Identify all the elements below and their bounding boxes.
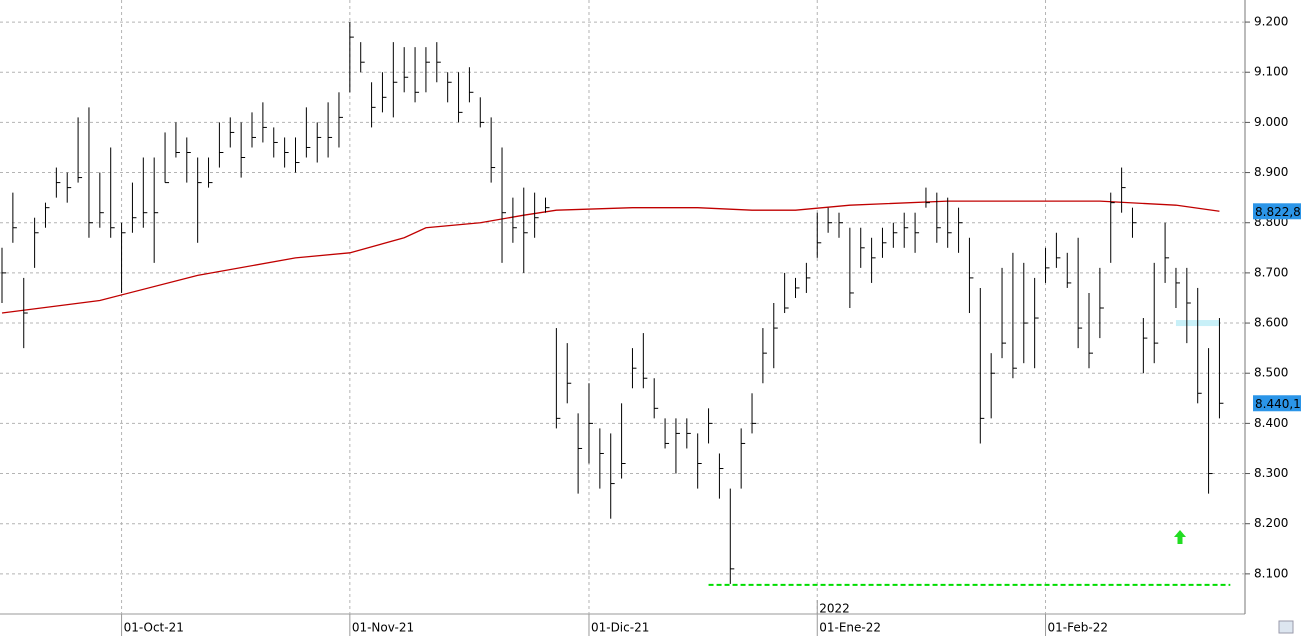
corner-icon [1278, 620, 1294, 634]
y-tick-label: 8.100 [1254, 566, 1288, 580]
x-tick-label: 01-Feb-22 [1048, 621, 1108, 635]
x-tick-label: 01-Dic-21 [591, 621, 649, 635]
price-label-box [1253, 203, 1301, 220]
y-tick-label: 8.400 [1254, 416, 1288, 430]
price-label: 8.822,8 [1255, 205, 1301, 219]
y-tick-label: 9.100 [1254, 65, 1288, 79]
y-tick-label: 8.500 [1254, 366, 1288, 380]
price-label: 8.440,1 [1255, 397, 1301, 411]
x-tick-label: 01-Oct-21 [124, 621, 184, 635]
x-tick-label: 01-Nov-21 [352, 621, 414, 635]
year-label: 2022 [819, 602, 850, 616]
price-label-box [1253, 395, 1301, 412]
y-tick-label: 8.300 [1254, 466, 1288, 480]
y-tick-label: 8.200 [1254, 516, 1288, 530]
y-tick-label: 8.900 [1254, 165, 1288, 179]
x-tick-label: 01-Ene-22 [819, 621, 881, 635]
y-tick-label: 9.000 [1254, 115, 1288, 129]
y-tick-label: 8.600 [1254, 316, 1288, 330]
y-tick-label: 8.700 [1254, 265, 1288, 279]
arrow-icon [1174, 530, 1186, 544]
y-tick-label: 9.200 [1254, 15, 1288, 29]
